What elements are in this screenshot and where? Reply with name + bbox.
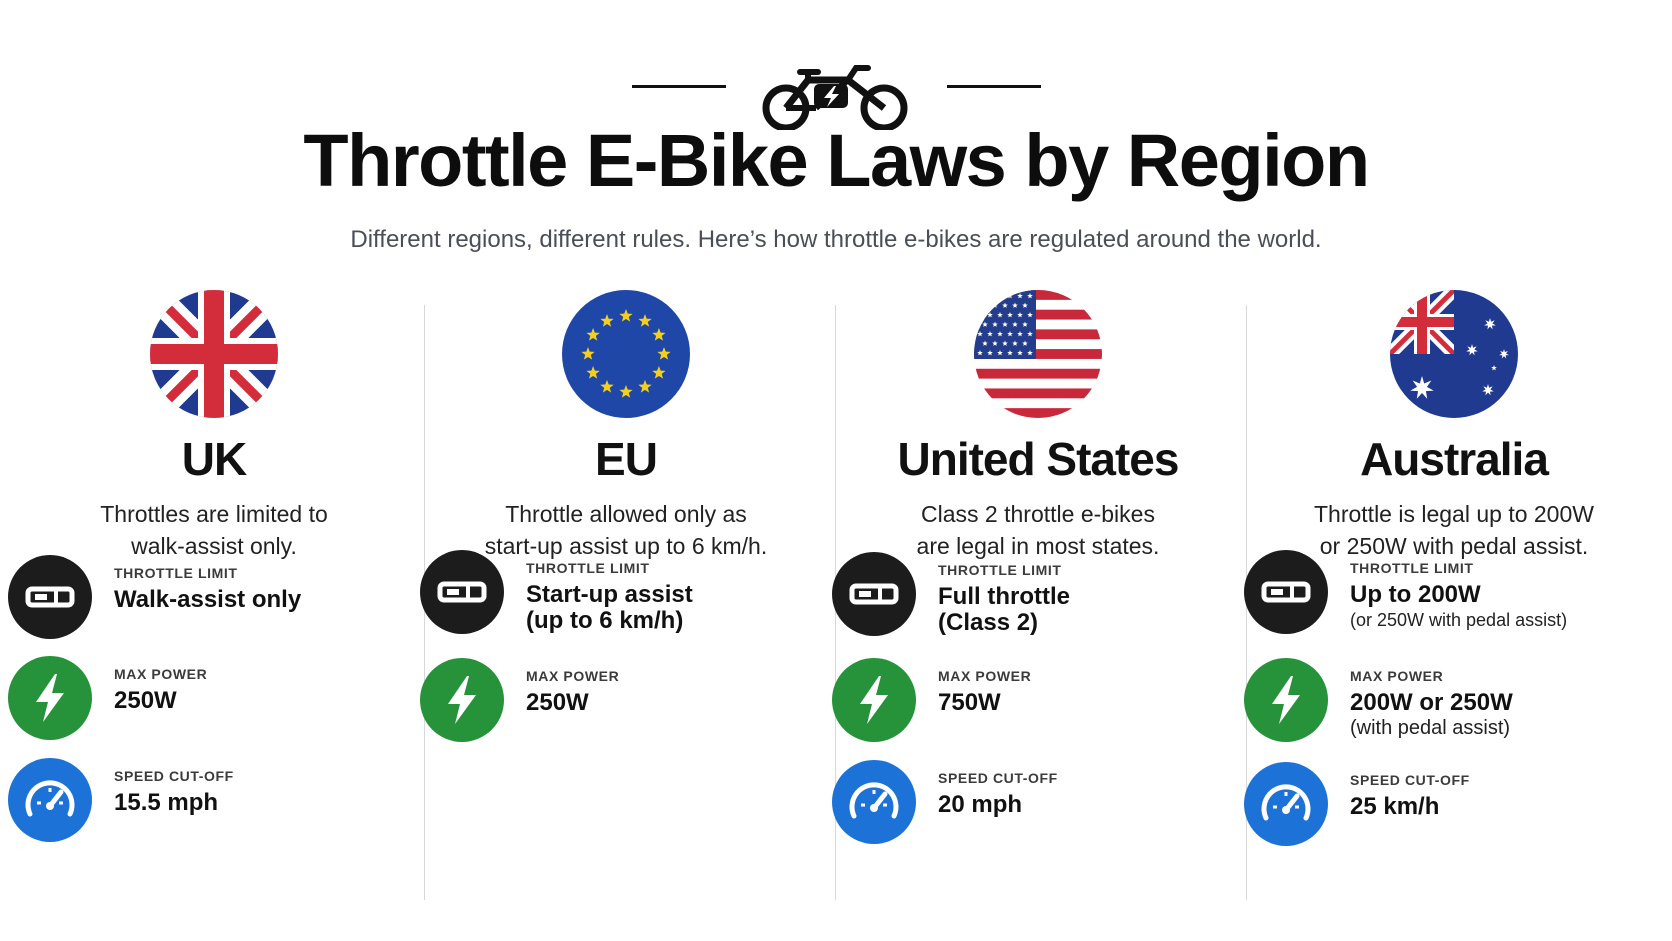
stat-value: 25 km/h bbox=[1350, 793, 1440, 820]
stat-label: THROTTLE LIMIT bbox=[526, 560, 650, 576]
header-icon-row bbox=[0, 32, 1672, 130]
speed-cutoff-stat: SPEED CUT-OFF 20 mph bbox=[832, 760, 1244, 846]
speed-cutoff-stat: SPEED CUT-OFF 15.5 mph bbox=[8, 758, 420, 844]
region-column-australia: Australia Throttle is legal up to 200W o… bbox=[1244, 290, 1664, 930]
stat-value-note: (or 250W with pedal assist) bbox=[1350, 610, 1568, 630]
throttle-limit-stat: THROTTLE LIMIT Start-up assist (up to 6 … bbox=[420, 550, 832, 636]
stat-value-line2: (Class 2) bbox=[938, 609, 1039, 636]
uk-flag-icon bbox=[150, 290, 278, 418]
region-description-line: are legal in most states. bbox=[916, 533, 1160, 559]
region-description-line: start-up assist up to 6 km/h. bbox=[484, 533, 768, 559]
region-description: Throttles are limited to walk-assist onl… bbox=[8, 498, 420, 562]
stat-value: 200W or 250W bbox=[1350, 689, 1513, 716]
header-rule-right bbox=[947, 85, 1041, 88]
max-power-stat: MAX POWER 250W bbox=[420, 658, 832, 744]
region-name: Australia bbox=[1360, 433, 1549, 485]
stat-value: Walk-assist only bbox=[114, 586, 302, 613]
stat-text: THROTTLE LIMIT Start-up assist (up to 6 … bbox=[526, 560, 832, 634]
stat-label: THROTTLE LIMIT bbox=[1350, 560, 1474, 576]
eu-flag-icon bbox=[562, 290, 690, 418]
region-column-eu: EU Throttle allowed only as start-up ass… bbox=[420, 290, 832, 930]
stat-label: THROTTLE LIMIT bbox=[114, 565, 238, 581]
lightning-icon bbox=[1244, 658, 1328, 742]
region-description-line: Throttle is legal up to 200W bbox=[1314, 501, 1594, 527]
region-name: EU bbox=[595, 433, 658, 485]
speed-cutoff-stat: SPEED CUT-OFF 25 km/h bbox=[1244, 762, 1664, 848]
stat-text: SPEED CUT-OFF 25 km/h bbox=[1350, 772, 1664, 820]
lightning-icon bbox=[8, 656, 92, 740]
stat-value: 250W bbox=[114, 687, 177, 714]
region-description: Class 2 throttle e-bikes are legal in mo… bbox=[832, 498, 1244, 562]
max-power-stat: MAX POWER 200W or 250W (with pedal assis… bbox=[1244, 658, 1664, 744]
throttle-limit-stat: THROTTLE LIMIT Full throttle (Class 2) bbox=[832, 552, 1244, 638]
australia-flag-icon bbox=[1390, 290, 1518, 418]
max-power-stat: MAX POWER 250W bbox=[8, 656, 420, 742]
region-description: Throttle is legal up to 200W or 250W wit… bbox=[1244, 498, 1664, 562]
throttle-icon bbox=[1244, 550, 1328, 634]
region-name: United States bbox=[897, 433, 1180, 485]
throttle-limit-stat: THROTTLE LIMIT Walk-assist only bbox=[8, 555, 420, 641]
region-description-line: Class 2 throttle e-bikes bbox=[921, 501, 1155, 527]
page-subtitle: Different regions, different rules. Here… bbox=[350, 226, 1322, 253]
throttle-limit-stat: THROTTLE LIMIT Up to 200W (or 250W with … bbox=[1244, 550, 1664, 636]
stat-value: Start-up assist bbox=[526, 581, 693, 608]
stat-value: Up to 200W bbox=[1350, 581, 1481, 608]
stat-label: MAX POWER bbox=[938, 668, 1032, 684]
stat-text: THROTTLE LIMIT Up to 200W (or 250W with … bbox=[1350, 560, 1664, 632]
speedometer-icon bbox=[8, 758, 92, 842]
region-description: Throttle allowed only as start-up assist… bbox=[420, 498, 832, 562]
max-power-stat: MAX POWER 750W bbox=[832, 658, 1244, 744]
stat-text: MAX POWER 250W bbox=[114, 666, 420, 714]
region-description-line: Throttles are limited to bbox=[100, 501, 328, 527]
stat-label: THROTTLE LIMIT bbox=[938, 562, 1062, 578]
stat-label: MAX POWER bbox=[526, 668, 620, 684]
stat-label: SPEED CUT-OFF bbox=[1350, 772, 1470, 788]
us-flag-icon bbox=[974, 290, 1102, 418]
stat-value: Full throttle bbox=[938, 583, 1070, 610]
header-rule-left bbox=[632, 85, 726, 88]
electric-bicycle-icon bbox=[762, 65, 908, 130]
stat-label: MAX POWER bbox=[114, 666, 208, 682]
region-description-line: walk-assist only. bbox=[131, 533, 297, 559]
stat-value: 20 mph bbox=[938, 791, 1023, 818]
stat-value: 250W bbox=[526, 689, 589, 716]
region-name: UK bbox=[181, 433, 247, 485]
speedometer-icon bbox=[832, 760, 916, 844]
stat-value-note: (with pedal assist) bbox=[1350, 717, 1511, 739]
stat-label: SPEED CUT-OFF bbox=[114, 768, 234, 784]
stat-text: THROTTLE LIMIT Full throttle (Class 2) bbox=[938, 562, 1244, 636]
region-column-united-states: United States Class 2 throttle e-bikes a… bbox=[832, 290, 1244, 930]
stat-label: MAX POWER bbox=[1350, 668, 1444, 684]
region-column-uk: UK Throttles are limited to walk-assist … bbox=[8, 290, 420, 930]
region-description-line: or 250W with pedal assist. bbox=[1319, 533, 1589, 559]
stat-text: SPEED CUT-OFF 15.5 mph bbox=[114, 768, 420, 816]
stat-text: MAX POWER 200W or 250W (with pedal assis… bbox=[1350, 668, 1664, 740]
lightning-icon bbox=[420, 658, 504, 742]
throttle-icon bbox=[420, 550, 504, 634]
stat-text: MAX POWER 750W bbox=[938, 668, 1244, 716]
stat-value: 750W bbox=[938, 689, 1001, 716]
throttle-icon bbox=[8, 555, 92, 639]
page-title: Throttle E-Bike Laws by Region bbox=[303, 119, 1370, 202]
throttle-icon bbox=[832, 552, 916, 636]
stat-value-line2: (up to 6 km/h) bbox=[526, 607, 684, 634]
region-description-line: Throttle allowed only as bbox=[505, 501, 747, 527]
speedometer-icon bbox=[1244, 762, 1328, 846]
stat-label: SPEED CUT-OFF bbox=[938, 770, 1058, 786]
stat-text: SPEED CUT-OFF 20 mph bbox=[938, 770, 1244, 818]
lightning-icon bbox=[832, 658, 916, 742]
stat-text: THROTTLE LIMIT Walk-assist only bbox=[114, 565, 420, 613]
stat-value: 15.5 mph bbox=[114, 789, 219, 816]
stat-text: MAX POWER 250W bbox=[526, 668, 832, 716]
